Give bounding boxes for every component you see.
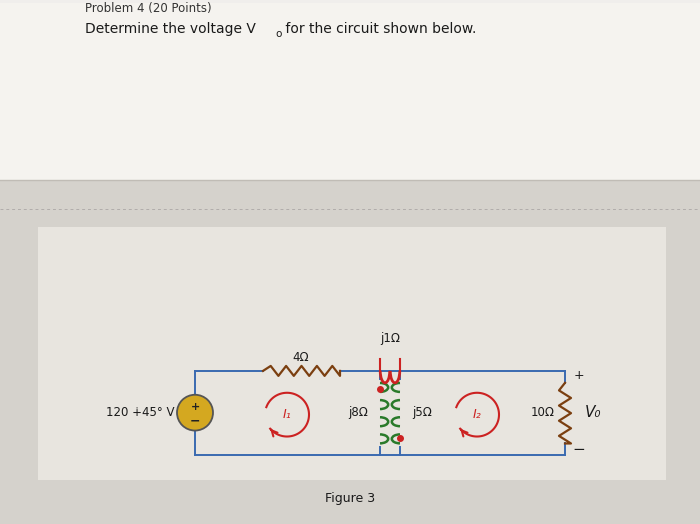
Bar bbox=[0, 180, 700, 524]
Text: o: o bbox=[275, 29, 281, 39]
Text: j1Ω: j1Ω bbox=[380, 332, 400, 345]
Bar bbox=[0, 3, 700, 180]
Text: 4Ω: 4Ω bbox=[293, 352, 309, 365]
Bar bbox=[38, 227, 666, 481]
Text: 120 ∔45° V: 120 ∔45° V bbox=[106, 406, 174, 419]
Text: +: + bbox=[190, 402, 199, 412]
Text: j8Ω: j8Ω bbox=[348, 406, 368, 419]
Text: I₁: I₁ bbox=[283, 408, 291, 421]
Text: Figure 3: Figure 3 bbox=[325, 492, 375, 505]
Text: Determine the voltage V: Determine the voltage V bbox=[85, 22, 256, 36]
Text: I₂: I₂ bbox=[473, 408, 482, 421]
Text: 10Ω: 10Ω bbox=[531, 406, 555, 419]
Text: −: − bbox=[573, 442, 585, 457]
Text: V₀: V₀ bbox=[585, 405, 601, 420]
Text: for the circuit shown below.: for the circuit shown below. bbox=[281, 22, 477, 36]
Text: Problem 4 (20 Points): Problem 4 (20 Points) bbox=[85, 2, 211, 15]
Text: +: + bbox=[574, 369, 584, 383]
Circle shape bbox=[177, 395, 213, 431]
Text: −: − bbox=[190, 414, 200, 427]
Text: j5Ω: j5Ω bbox=[412, 406, 432, 419]
